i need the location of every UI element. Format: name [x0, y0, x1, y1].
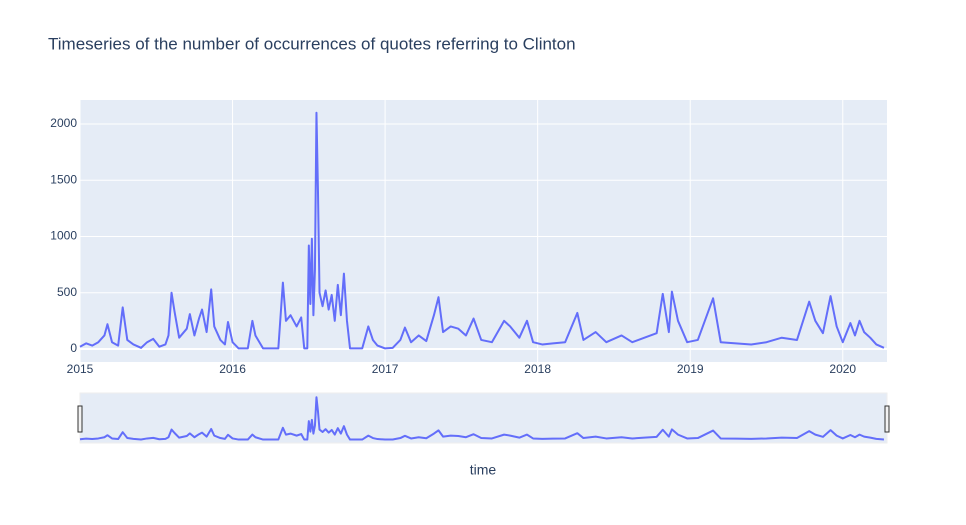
y-tick-label: 500: [57, 285, 77, 299]
x-tick-label: 2019: [677, 362, 704, 376]
x-tick-label: 2015: [67, 362, 94, 376]
slider-line: [79, 396, 885, 441]
grid: [79, 100, 887, 362]
slider-handle-right[interactable]: [884, 405, 890, 433]
x-tick-label: 2017: [372, 362, 399, 376]
y-tick-label: 1000: [50, 229, 77, 243]
chart-title: Timeseries of the number of occurrences …: [48, 34, 576, 53]
slider-plot: [79, 396, 885, 441]
plot: [79, 111, 885, 350]
y-tick-label: 0: [70, 341, 77, 355]
x-tick-label: 2018: [524, 362, 551, 376]
line: [79, 111, 885, 350]
y-tick-label: 1500: [50, 172, 77, 186]
range-slider[interactable]: [79, 392, 888, 444]
plot-area: [80, 100, 887, 362]
y-tick-label: 2000: [50, 116, 77, 130]
x-axis-title: time: [470, 462, 497, 478]
slider-handle-left[interactable]: [77, 405, 83, 433]
x-tick-label: 2016: [219, 362, 246, 376]
x-tick-label: 2020: [829, 362, 856, 376]
